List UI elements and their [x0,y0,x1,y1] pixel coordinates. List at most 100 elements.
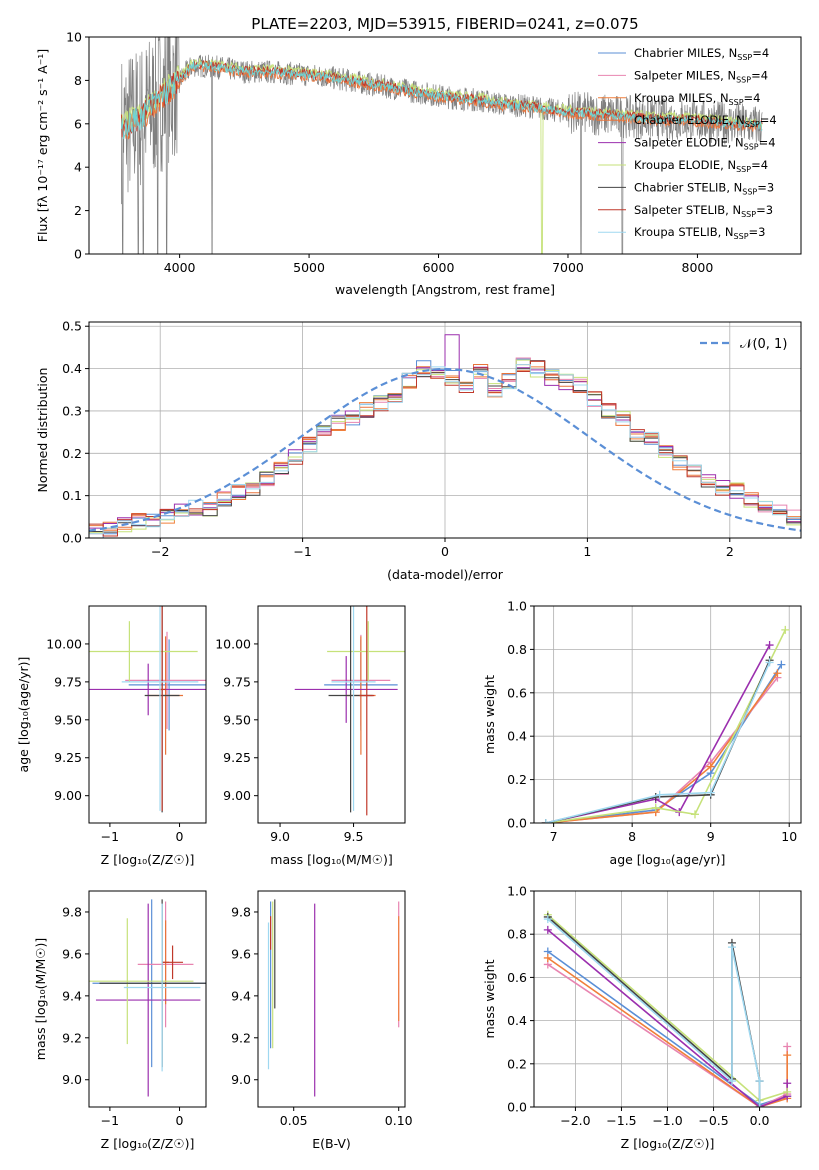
x-tick-label: 0.0 [750,1113,770,1128]
y-tick-label: 9.25 [223,750,251,765]
legend-entry: Chabrier ELODIE, NSSP=4 [634,113,777,129]
axes-frame [257,605,406,824]
y-tick-label: 0.2 [507,772,527,787]
y-tick-label: 9.6 [231,946,251,961]
weight-series [541,658,774,823]
weight-marker [706,788,715,797]
y-tick-label: 0.0 [507,1100,527,1115]
panel-z_mass: −1 0 9.0 9.2 9.4 9.6 9.8 Z [log₁₀(Z/Z☉)] mass [l… [33,890,207,1151]
weight-series [541,641,774,823]
panel-z_weight: −2.0 −1.5 −1.0 −0.5 0.0 0.0 0.2 0.4 0.6 0.8 1.0 Z [… [482,884,802,1151]
y-tick-label: 0.6 [507,970,527,985]
legend-text: Chabrier ELODIE, N [634,113,745,127]
panel-age_weight: 7 8 9 10 0.0 0.2 0.4 0.6 0.8 1.0 age [log₁₀(age/yr… [482,599,802,867]
axes-frame [88,890,207,1108]
errorbar-point [123,903,201,1072]
weight-marker [727,1077,736,1086]
y-tick-label: 4 [74,160,82,175]
legend-entry: Chabrier STELIB, NSSP=3 [634,180,774,196]
weight-marker [543,925,552,934]
legend-subscript: SSP [741,210,756,219]
legend-entry: Kroupa STELIB, NSSP=3 [634,225,765,241]
weight-marker [773,669,782,678]
legend-subscript: SSP [744,143,759,152]
legend-text: Salpeter MILES, N [634,68,736,82]
x-tick-label: −1.5 [606,1113,636,1128]
errorbar-point [125,631,206,729]
legend-tail: =4 [744,91,761,105]
x-axis-label: (data-model)/error [387,567,504,582]
legend-text: Chabrier STELIB, N [634,180,742,194]
legend-subscript: SSP [736,165,751,174]
x-tick-label: 2 [726,544,734,559]
y-tick-label: 10.00 [46,636,82,651]
plot-area-ebv_mass [267,899,400,1097]
figure-title: PLATE=2203, MJD=53915, FIBERID=0241, z=0… [251,15,638,33]
errorbar-point [294,656,398,723]
weight-marker [706,762,715,771]
weight-marker [783,1079,792,1088]
legend-entry: Salpeter MILES, NSSP=4 [634,68,768,84]
weight-marker [783,1051,792,1060]
axes-frame [88,605,207,824]
axes-frame [88,36,802,255]
y-tick-label: 9.8 [231,904,251,919]
legend-text: Salpeter ELODIE, N [634,136,744,150]
legend-entry: Kroupa ELODIE, NSSP=4 [634,158,768,174]
model-spectrum [120,61,763,140]
x-tick-label: 5000 [293,260,325,275]
observed-spectrum [121,37,763,254]
plot-area-mass_age [294,606,405,816]
weight-marker [655,790,664,799]
weight-marker [765,641,774,650]
weight-marker [755,1103,764,1107]
weight-series [543,915,764,1107]
x-axis-label: wavelength [Angstrom, rest frame] [335,282,555,297]
y-tick-label: 0.3 [62,403,82,418]
legend-text: Kroupa MILES, N [634,91,729,105]
weight-series [541,656,774,823]
legend-text: Kroupa STELIB, N [634,225,734,239]
x-tick-label: −1 [293,544,311,559]
errorbar-point [359,606,375,816]
y-tick-label: 10.00 [215,636,251,651]
y-tick-label: 9.6 [62,946,82,961]
legend-subscript: SSP [742,187,757,196]
x-tick-label: 0 [441,544,449,559]
x-tick-label: −1 [101,1113,119,1128]
x-tick-label: 7 [550,829,558,844]
plot-area-z_weight [543,910,792,1107]
y-tick-label: 9.00 [54,788,82,803]
x-axis-label: Z [log₁₀(Z/Z☉)] [621,1136,715,1151]
y-tick-label: 0.1 [62,488,82,503]
y-axis-label: age [log₁₀(age/yr)] [16,657,31,773]
x-tick-label: −0.5 [698,1113,728,1128]
weight-line [545,677,779,823]
y-tick-label: 0.0 [62,531,82,546]
errorbar-point [327,621,405,682]
residual-histogram [89,364,801,535]
x-tick-label: 8 [628,829,636,844]
weight-marker [541,819,550,823]
y-tick-label: 10 [66,30,82,45]
y-tick-label: 0.0 [507,816,527,831]
x-axis-label: mass [log₁₀(M/M☉)] [270,852,392,867]
y-tick-label: 0.5 [62,319,82,334]
panel-residuals: −2 −1 0 1 2 0.0 0.1 0.2 0.3 0.4 0.5 𝒩(0, 1) (data-mo… [35,319,802,582]
x-tick-label: 0 [176,1113,184,1128]
axes-frame [533,890,802,1108]
y-tick-label: 9.50 [223,712,251,727]
legend-text: Chabrier MILES, N [634,46,737,60]
y-axis-label: Normed distribution [35,368,50,493]
errorbar-point [128,639,206,731]
panel-z_age: −1 0 9.00 9.25 9.50 9.75 10.00 Z [log₁₀(Z/Z☉)] a… [16,605,207,867]
axes-frame [533,605,802,824]
y-tick-label: 0.6 [507,685,527,700]
plot-area-z_age [89,606,206,813]
errorbar-point [331,606,376,811]
errorbar-point [89,918,194,1045]
y-tick-label: 1.0 [507,599,527,614]
x-tick-label: 0.10 [385,1113,413,1128]
y-tick-label: 9.8 [62,904,82,919]
